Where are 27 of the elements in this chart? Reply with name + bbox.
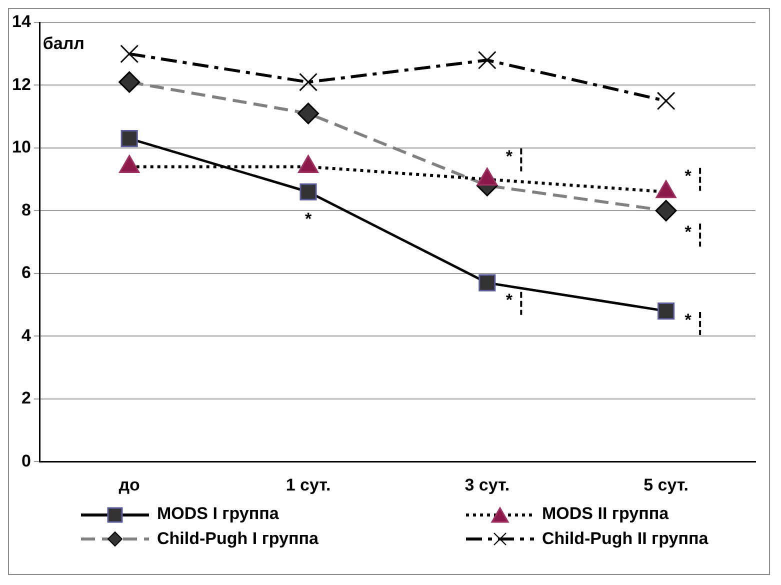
- point: [478, 50, 496, 70]
- annotation: *: [506, 147, 513, 166]
- point: [299, 72, 318, 92]
- y-tick-label: 6: [21, 263, 31, 282]
- x-tick-label: 5 сут.: [644, 475, 688, 494]
- y-tick-label: 14: [12, 12, 32, 32]
- point: [120, 44, 139, 64]
- legend-label: MODS II группа: [542, 504, 669, 523]
- legend-label: Child-Pugh II группа: [542, 528, 708, 548]
- annotation: *: [304, 210, 312, 229]
- point: [656, 92, 676, 110]
- y-tick-label: 2: [21, 388, 31, 408]
- y-tick-label: 10: [12, 138, 31, 157]
- annotation: *: [506, 290, 513, 310]
- x-tick-label: до: [118, 475, 140, 494]
- y-tick-label: 8: [21, 200, 31, 220]
- y-tick-label: 12: [12, 74, 31, 94]
- y-axis-title: балл: [42, 34, 84, 54]
- legend-label: MODS I группа: [157, 504, 279, 523]
- y-tick-label: 4: [21, 326, 32, 345]
- x-tick-label: 1 сут.: [286, 475, 331, 494]
- annotation: *: [684, 222, 692, 242]
- legend-label: Child-Pugh I группа: [157, 528, 318, 548]
- y-tick-label: 0: [21, 451, 31, 470]
- annotation: *: [684, 166, 692, 186]
- x-tick-label: 3 сут.: [464, 475, 510, 494]
- annotation: *: [684, 310, 692, 330]
